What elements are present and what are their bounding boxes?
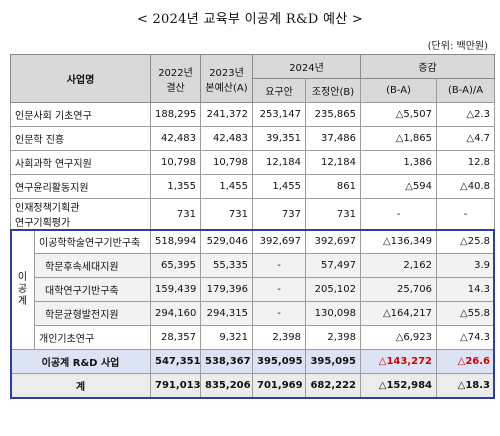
table-row: 인문사회 기초연구 188,295 241,372 253,147 235,86… — [9, 102, 496, 127]
header-change: 증감 — [360, 54, 496, 79]
table-row: 연구윤리활동지원 1,355 1,455 1,455 861 △594 △40.… — [9, 174, 496, 199]
header-row-1: 사업명 2022년 결산 2023년 본예산(A) 2024년 증감 — [9, 54, 496, 103]
table-row: 사회과학 연구지원 10,798 10,798 12,184 12,184 1,… — [9, 150, 496, 175]
header-2023: 2023년 본예산(A) — [200, 54, 254, 103]
table-row: 인재정책기획관 연구기획평가 731 731 737 731 - - — [9, 198, 496, 230]
header-2022: 2022년 결산 — [150, 54, 202, 103]
header-diff: (B-A) — [360, 78, 438, 103]
table-row: 학문후속세대지원 65,395 55,335 - 57,497 2,162 3.… — [11, 253, 496, 278]
budget-table: 사업명 2022년 결산 2023년 본예산(A) 2024년 증감 요구안 조정안… — [9, 54, 496, 398]
header-request: 요구안 — [252, 78, 307, 103]
subtotal-row: 이공계 R&D 사업 547,351 538,367 395,095 395,0… — [9, 349, 496, 374]
unit-label: (단위: 백만원) — [427, 41, 488, 52]
table-row: 학문균형발전지원 294,160 294,315 - 130,098 △164,… — [11, 301, 496, 326]
total-row: 계 791,013 835,206 701,969 682,222 △152,9… — [9, 373, 496, 398]
header-name: 사업명 — [9, 54, 152, 103]
table-row: 대학연구기반구축 159,439 179,396 - 205,102 25,70… — [11, 277, 496, 302]
table-row: 인문학 진흥 42,483 42,483 39,351 37,486 △1,86… — [9, 126, 496, 151]
table-row: 개인기초연구 28,357 9,321 2,398 2,398 △6,923 △… — [11, 325, 496, 350]
header-adjusted: 조정안(B) — [305, 78, 362, 103]
header-2024: 2024년 — [252, 54, 362, 79]
header-ratio: (B-A)/A — [436, 78, 496, 103]
page-title: < 2024년 교육부 이공계 R&D 예산 > — [136, 12, 364, 27]
header-row-2: 요구안 조정안(B) (B-A) (B-A)/A — [11, 78, 496, 103]
